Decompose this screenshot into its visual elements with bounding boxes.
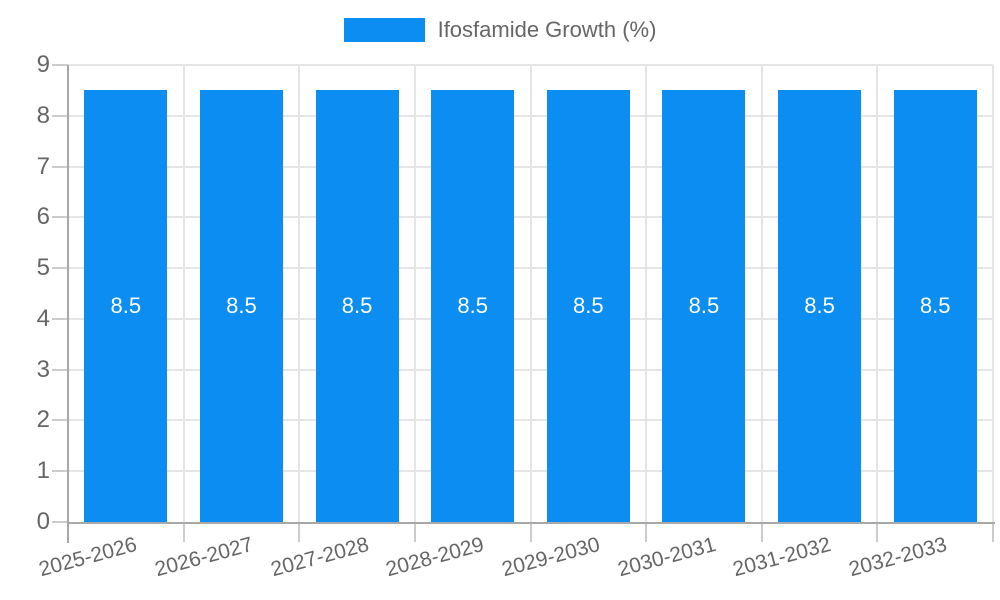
x-axis-label: 2030-2031 [614, 533, 718, 582]
x-axis-tick [298, 522, 301, 542]
x-gridline [413, 65, 416, 522]
y-axis-line [67, 65, 69, 543]
x-axis-label: 2027-2028 [268, 533, 372, 582]
x-axis-label: 2032-2033 [846, 533, 950, 582]
x-axis-label: 2028-2029 [383, 533, 487, 582]
y-axis-tick [52, 165, 68, 168]
bar-value-label: 8.5 [573, 293, 604, 319]
x-gridline [298, 65, 301, 522]
y-axis-tick [52, 267, 68, 270]
x-axis-label: 2025-2026 [36, 533, 140, 582]
x-axis-tick [413, 522, 416, 542]
y-axis-label: 1 [36, 457, 50, 485]
y-axis-label: 8 [36, 101, 50, 129]
x-axis-tick [529, 522, 532, 542]
bar-value-label: 8.5 [226, 293, 257, 319]
x-axis-tick [760, 522, 763, 542]
x-axis-label: 2029-2030 [499, 533, 603, 582]
y-axis-tick [52, 419, 68, 422]
bar[interactable] [778, 90, 862, 522]
bar[interactable] [893, 90, 977, 522]
y-axis-tick [52, 470, 68, 473]
y-axis-label: 0 [36, 508, 50, 535]
x-gridline [529, 65, 532, 522]
y-axis-tick [52, 521, 68, 523]
x-axis-label: 2026-2027 [152, 533, 256, 582]
x-axis-label: 2031-2032 [730, 533, 834, 582]
y-axis-label: 4 [36, 304, 50, 332]
x-axis-line [68, 522, 995, 524]
bar-value-label: 8.5 [457, 293, 488, 319]
y-axis-tick [52, 368, 68, 371]
y-axis-label: 5 [36, 254, 50, 282]
y-axis-label: 6 [36, 203, 50, 231]
y-axis-label: 7 [36, 152, 50, 180]
x-gridline [182, 65, 185, 522]
bar[interactable] [431, 90, 515, 522]
y-axis-tick [52, 317, 68, 320]
legend[interactable]: Ifosfamide Growth (%) [0, 17, 1000, 43]
legend-label: Ifosfamide Growth (%) [437, 17, 657, 42]
x-axis-tick [645, 522, 648, 542]
y-axis-tick [52, 216, 68, 219]
bar-value-label: 8.5 [110, 293, 142, 319]
x-axis-tick [182, 522, 185, 542]
y-axis-tick [52, 64, 68, 66]
x-gridline [760, 65, 763, 522]
y-axis-label: 3 [36, 355, 50, 383]
x-gridline [992, 65, 994, 522]
bar[interactable] [84, 90, 168, 522]
y-axis-label: 9 [36, 51, 50, 78]
bar-value-label: 8.5 [688, 293, 720, 319]
x-axis-tick [876, 522, 879, 542]
bar-value-label: 8.5 [804, 293, 835, 319]
bar[interactable] [546, 90, 630, 522]
x-axis-tick [992, 522, 994, 542]
bar[interactable] [315, 90, 399, 522]
bar[interactable] [199, 90, 283, 522]
x-gridline [876, 65, 879, 522]
legend-swatch [343, 18, 425, 42]
bar-value-label: 8.5 [919, 293, 951, 319]
y-axis-label: 2 [36, 406, 50, 434]
bar-value-label: 8.5 [341, 293, 373, 319]
bar[interactable] [662, 90, 746, 522]
y-axis-tick [52, 114, 68, 117]
x-gridline [645, 65, 648, 522]
